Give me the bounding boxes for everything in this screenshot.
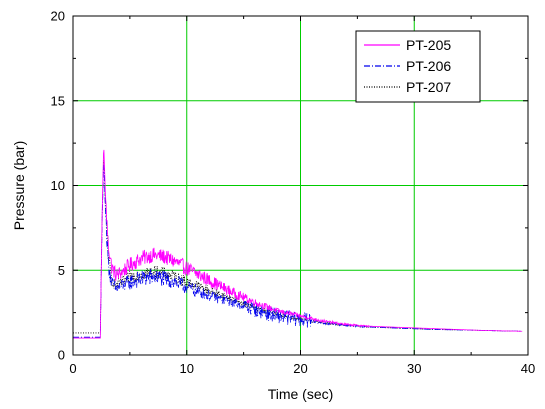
y-tick-label: 15 [51, 93, 65, 108]
series-line-pt-205 [73, 149, 523, 339]
legend-label-pt-206: PT-206 [406, 58, 451, 74]
x-axis-ticks: 0 10 20 30 40 [69, 16, 535, 376]
x-tick-label: 20 [293, 361, 307, 376]
legend: PT-205 PT-206 PT-207 [355, 30, 481, 103]
series-line-pt-206 [73, 165, 523, 338]
y-axis-ticks: 0 5 10 15 20 [51, 9, 528, 363]
y-tick-label: 20 [51, 9, 65, 24]
y-tick-label: 5 [58, 263, 65, 278]
legend-label-pt-207: PT-207 [406, 79, 451, 95]
x-tick-label: 0 [69, 361, 76, 376]
y-axis-label: Pressure (bar) [11, 141, 27, 230]
x-tick-label: 30 [407, 361, 421, 376]
x-tick-label: 40 [521, 361, 535, 376]
x-axis-label: Time (sec) [268, 386, 334, 402]
legend-label-pt-205: PT-205 [406, 37, 451, 53]
y-tick-label: 0 [58, 348, 65, 363]
series-line-pt-207 [73, 160, 523, 334]
x-tick-label: 10 [180, 361, 194, 376]
series-group [73, 149, 523, 339]
y-tick-label: 10 [51, 178, 65, 193]
